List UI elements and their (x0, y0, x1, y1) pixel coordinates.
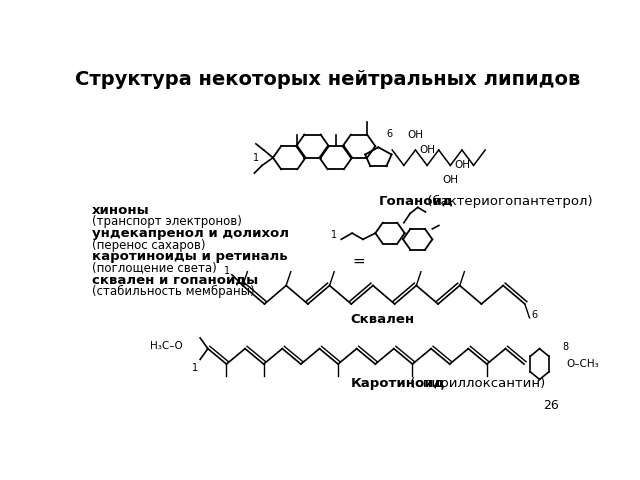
Text: каротиноиды и ретиналь: каротиноиды и ретиналь (92, 250, 287, 263)
Text: =: = (353, 254, 365, 269)
Text: (перенос сахаров): (перенос сахаров) (92, 239, 205, 252)
Text: (бактериогопантетрол): (бактериогопантетрол) (423, 195, 593, 208)
Text: 26: 26 (543, 399, 559, 412)
Text: 6: 6 (387, 129, 393, 139)
Text: (стабильность мембраны): (стабильность мембраны) (92, 285, 254, 298)
Text: 1: 1 (330, 230, 337, 240)
Text: OH: OH (408, 130, 424, 140)
Text: (транспорт электронов): (транспорт электронов) (92, 216, 241, 228)
Text: Структура некоторых нейтральных липидов: Структура некоторых нейтральных липидов (76, 70, 580, 89)
Text: OH: OH (454, 160, 470, 170)
Text: O–CH₃: O–CH₃ (566, 359, 600, 369)
Text: Гопаноид: Гопаноид (378, 195, 453, 208)
Text: Сквален: Сквален (350, 313, 414, 326)
Text: OH: OH (442, 175, 458, 185)
Text: H₃C–O: H₃C–O (150, 341, 183, 350)
Text: 6: 6 (531, 310, 537, 320)
Text: сквален и гопаноиды: сквален и гопаноиды (92, 273, 258, 286)
Text: OH: OH (419, 145, 435, 156)
Text: (поглощение света): (поглощение света) (92, 262, 216, 275)
Text: 1: 1 (253, 153, 259, 163)
Text: ундекапренол и долихол: ундекапренол и долихол (92, 227, 289, 240)
Text: 1: 1 (224, 266, 230, 276)
Text: 8: 8 (563, 342, 569, 352)
Text: хиноны: хиноны (92, 204, 149, 217)
Text: 1: 1 (193, 362, 198, 372)
Text: (спириллоксантин): (спириллоксантин) (406, 377, 545, 390)
Text: Каротиноид: Каротиноид (351, 377, 445, 390)
